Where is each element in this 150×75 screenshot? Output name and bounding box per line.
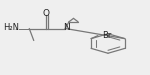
Text: N: N <box>63 23 69 32</box>
Text: H₂N: H₂N <box>3 23 19 32</box>
Text: O: O <box>43 9 50 18</box>
Text: Br: Br <box>102 31 112 40</box>
